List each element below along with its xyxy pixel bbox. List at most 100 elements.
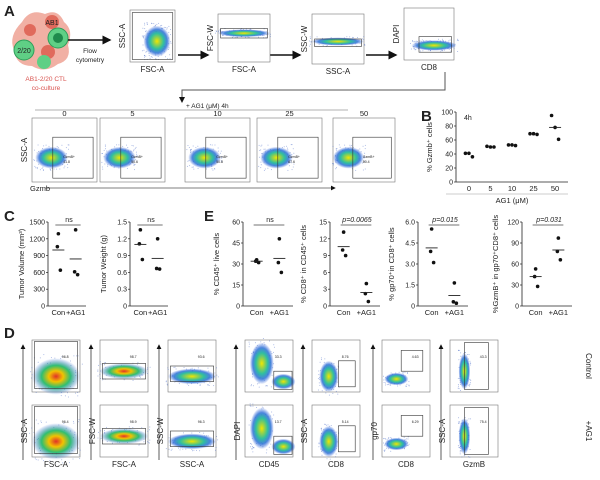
event-dot [34,457,36,459]
event-dot [261,144,263,146]
y-axis-label: % gp70⁺in CD8⁺ cells [387,227,396,301]
gate-name: GzmB+ [288,155,300,159]
event-dot [260,145,262,147]
event-dot [332,145,334,147]
event-dot [126,167,128,169]
event-dot [62,462,64,464]
y-tick-label: 600 [33,270,45,277]
event-dot [40,420,42,422]
event-dot [67,163,69,165]
x-axis-label: FSC-A [44,460,69,469]
event-dot [349,144,351,146]
y-tick-label: 60 [511,262,519,269]
event-dot [408,443,410,445]
event-dot [158,22,160,24]
gate-value: 6.29 [412,420,419,424]
event-dot [145,51,147,53]
event-dot [261,406,263,408]
event-dot [266,449,268,451]
significance-label: p=0.015 [431,217,458,224]
event-dot [469,383,471,385]
event-dot [77,395,79,397]
event-dot [260,164,262,166]
event-dot [135,146,137,148]
event-dot [364,43,366,45]
event-dot [218,30,220,32]
event-dot [309,45,311,47]
plot-frame [449,404,499,458]
event-dot [217,31,219,33]
event-dot [103,364,105,366]
y-tick-label: 12 [319,236,327,243]
event-dot [170,42,172,44]
event-dot [216,435,218,437]
x-axis-label: FSC-A [232,65,257,74]
event-dot [132,427,134,429]
event-dot [207,367,209,369]
event-dot [339,146,341,148]
event-dot [188,146,190,148]
y-tick-label: 60 [232,220,240,227]
gate-value: 50.8 [216,160,223,164]
event-dot [147,373,149,375]
event-dot [215,30,217,32]
event-dot [469,456,471,458]
data-point [535,284,540,289]
row-label: Control [584,353,593,379]
event-dot [403,436,405,438]
event-dot [363,39,365,41]
event-dot [220,152,222,154]
event-dot [268,446,270,448]
event-dot [35,392,37,394]
event-dot [99,374,101,376]
gating-plot-fsc-w: FSC-A FSC-W [206,13,271,74]
gate [102,428,146,445]
dot-plot-B: 0 20 40 60 80 100 0 5 10 25 50 % Gzmb⁺ cells 4h AG1 (… [425,110,568,205]
event-dot [250,448,252,450]
event-dot [270,169,272,171]
y-axis-label: SSC-A [20,418,29,443]
event-dot [56,146,58,148]
gate-value: 67.6 [288,160,295,164]
density-blob [319,360,339,392]
y-tick-label: 1200 [29,236,45,243]
event-dot [207,384,209,386]
event-dot [187,145,189,147]
data-point [492,145,496,149]
event-dot [97,437,99,439]
event-dot [118,144,120,146]
event-dot [309,37,311,39]
y-axis-label: SSC-A [300,418,309,443]
density-blob [32,358,80,395]
event-dot [335,390,337,392]
event-dot [390,372,392,374]
y-axis-label: FSC-W [88,417,97,444]
event-dot [144,24,146,26]
gate-value: 98.9 [130,420,137,424]
event-dot [273,344,275,346]
d-plot-4-0: 8.76 [311,339,361,396]
event-dot [249,443,251,445]
event-dot [469,360,471,362]
flow-label-2: cytometry [76,57,105,64]
event-dot [309,43,311,45]
data-point [428,249,433,254]
y-tick-label: 300 [33,287,45,294]
event-dot [167,367,169,369]
event-dot [460,355,462,357]
event-dot [335,149,337,151]
event-dot [186,165,188,167]
density-blob [411,40,457,51]
event-dot [49,168,51,170]
event-dot [136,363,138,365]
data-point [506,143,511,147]
plot-title: 10 [213,109,221,118]
gate-value: 8.76 [342,355,349,359]
event-dot [141,427,143,429]
event-dot [41,167,43,169]
flow-label-1: Flow [83,48,97,55]
event-dot [266,385,268,387]
gate [464,407,489,455]
d-plot-4-1: 5.14 CD8 SSC-A [300,404,361,469]
event-dot [196,449,198,451]
